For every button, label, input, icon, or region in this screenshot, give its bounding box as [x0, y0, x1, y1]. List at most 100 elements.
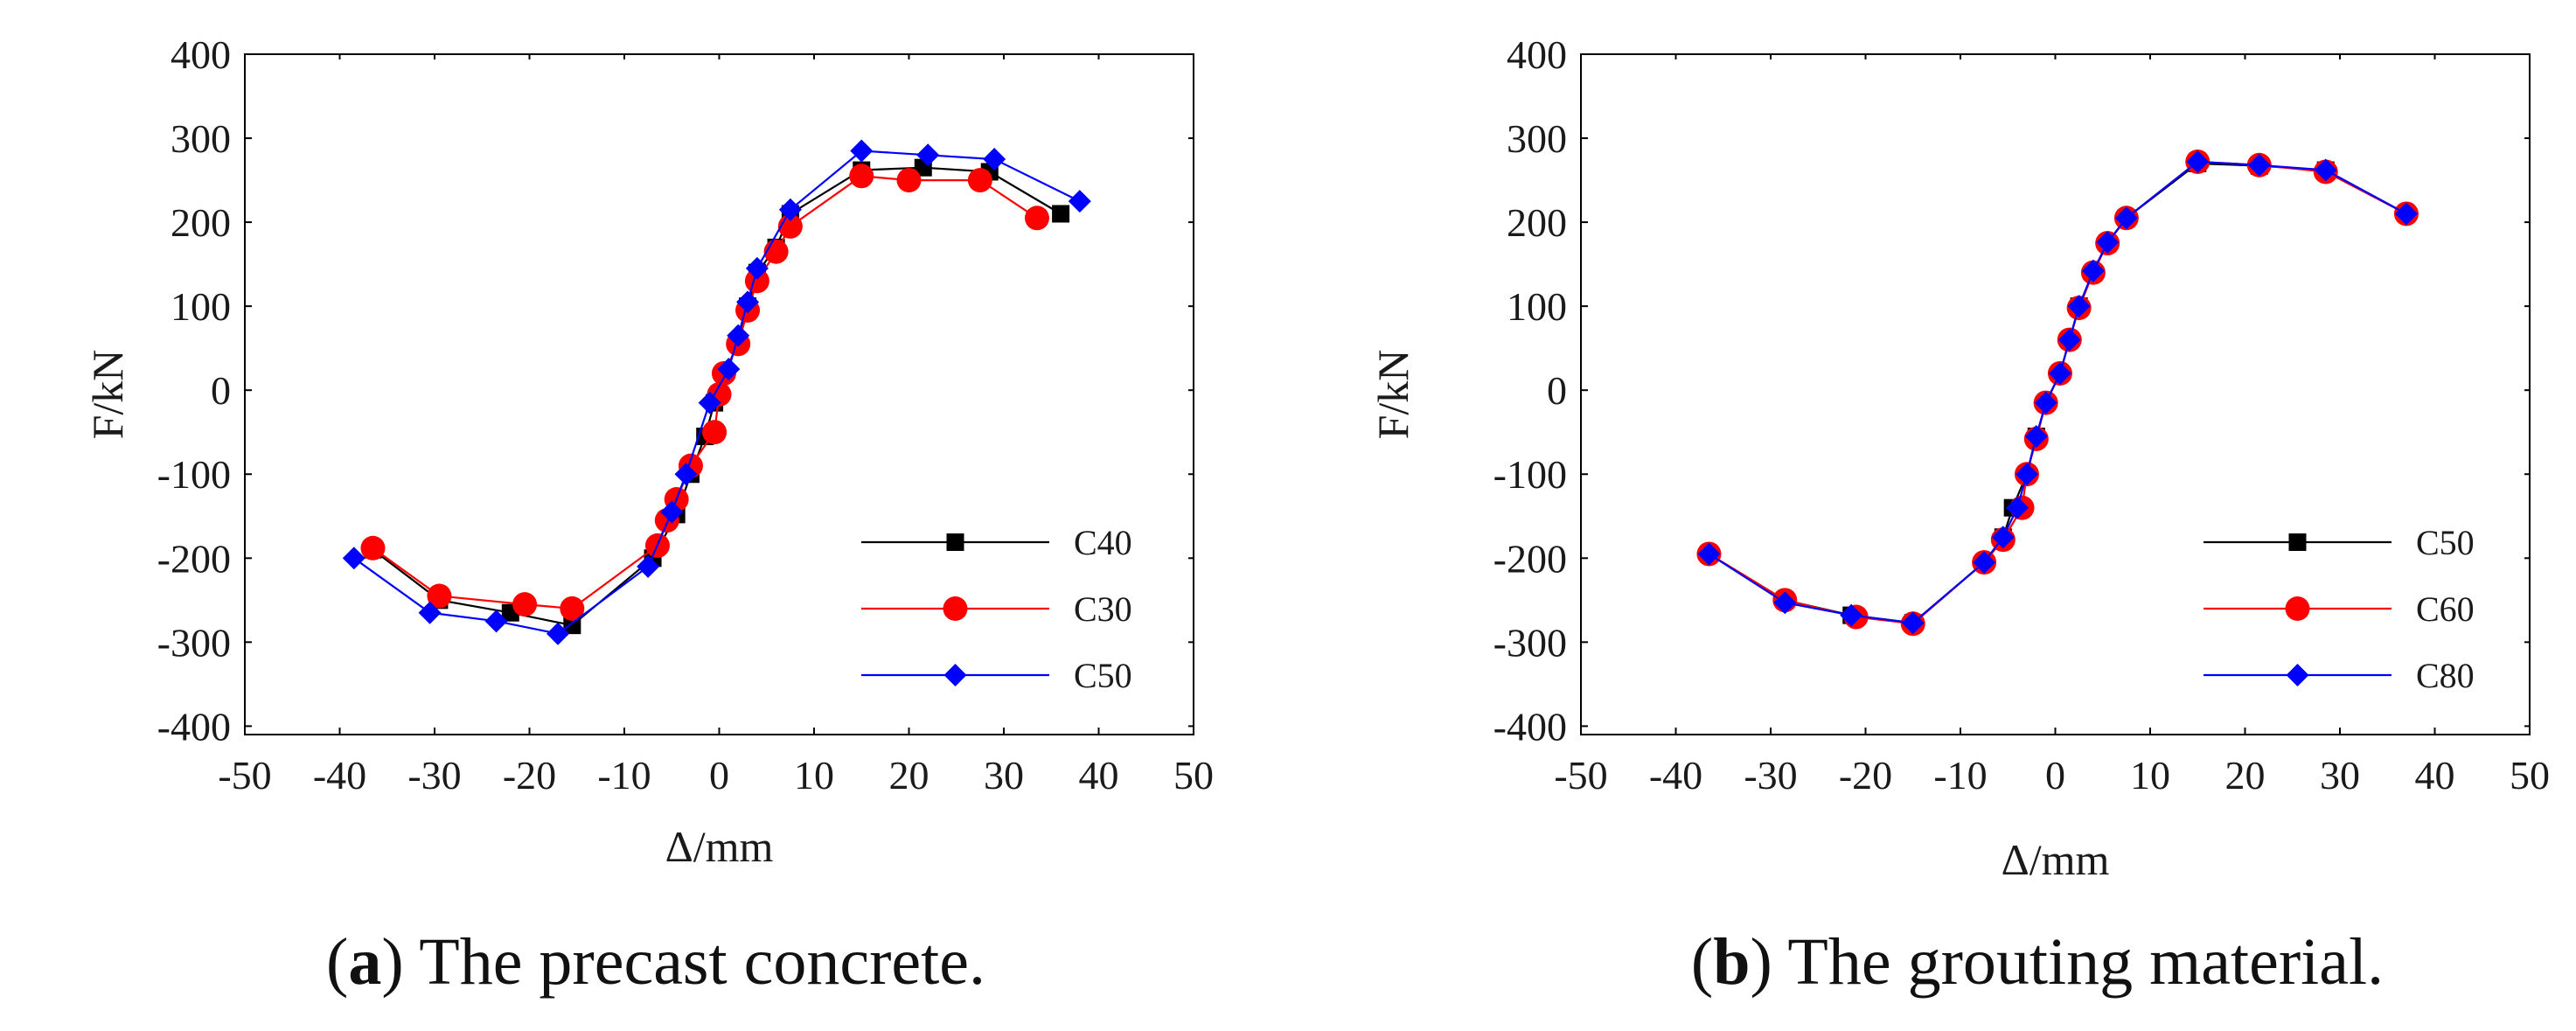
- legend-marker: [2288, 533, 2307, 551]
- data-point-c30: [896, 168, 922, 193]
- x-tick-label: 40: [1079, 753, 1119, 798]
- data-point-c80: [2081, 259, 2105, 282]
- data-point-c80: [2067, 295, 2091, 318]
- caption-text: The precast concrete.: [419, 925, 985, 999]
- data-point-c80: [2006, 496, 2029, 519]
- x-tick-label: 0: [709, 753, 729, 798]
- caption-letter: a: [348, 925, 381, 999]
- legend-marker: [946, 533, 964, 551]
- legend-entry-c80: C80: [2416, 656, 2475, 695]
- data-point-c50: [778, 198, 802, 221]
- data-point-c30: [1024, 206, 1049, 231]
- legend-marker: [2286, 664, 2309, 686]
- x-tick-label: 20: [2225, 753, 2266, 798]
- data-point-c80: [2394, 202, 2418, 226]
- legend-entry-c60: C60: [2416, 589, 2475, 629]
- x-tick-label: 50: [2510, 753, 2550, 798]
- data-point-c30: [702, 420, 728, 445]
- data-point-c40: [1052, 205, 1070, 223]
- data-point-c50: [674, 463, 698, 486]
- x-tick-label: 0: [2045, 753, 2065, 798]
- panel-caption: (a) The precast concrete.: [326, 925, 985, 999]
- legend-entry-c50: C50: [2416, 523, 2475, 562]
- x-tick-label: 30: [2320, 753, 2360, 798]
- x-tick-label: 50: [1173, 753, 1214, 798]
- panel-caption: (b) The grouting material.: [1691, 925, 2384, 999]
- data-point-c80: [2057, 328, 2081, 352]
- data-point-c80: [2314, 158, 2337, 182]
- caption-paren-close: ): [1750, 925, 1787, 999]
- data-point-c80: [2048, 361, 2071, 385]
- y-tick-label: -200: [157, 536, 231, 581]
- y-axis-title: F/kN: [1368, 350, 1417, 440]
- x-tick-label: 30: [984, 753, 1024, 798]
- data-point-c50: [418, 601, 442, 624]
- x-tick-label: -20: [1839, 753, 1892, 798]
- data-point-c50: [745, 256, 769, 280]
- x-tick-label: -50: [1554, 753, 1607, 798]
- series-line-c30: [372, 175, 1038, 610]
- data-point-c80: [2114, 206, 2138, 230]
- y-tick-label: -400: [157, 704, 231, 749]
- data-point-c80: [2015, 463, 2038, 486]
- series-line-c60: [1708, 160, 2407, 625]
- caption-paren-open: (: [1691, 925, 1713, 999]
- y-tick-label: -300: [157, 620, 231, 665]
- y-tick-label: 200: [1507, 200, 1567, 245]
- data-point-c80: [1697, 542, 1721, 566]
- data-point-c80: [2096, 231, 2120, 254]
- x-tick-label: -50: [218, 753, 271, 798]
- x-axis-title: Δ/mm: [2002, 835, 2110, 884]
- y-tick-label: -300: [1493, 620, 1567, 665]
- x-tick-label: -30: [1744, 753, 1797, 798]
- data-point-c30: [560, 596, 585, 621]
- data-point-c80: [2247, 153, 2271, 177]
- data-point-c80: [1840, 603, 1863, 627]
- legend-marker: [943, 596, 968, 621]
- data-point-c80: [2024, 425, 2048, 449]
- y-tick-label: 0: [1547, 368, 1567, 413]
- series-line-c80: [1708, 160, 2407, 624]
- x-axis-title: Δ/mm: [665, 822, 774, 871]
- data-point-c50: [342, 547, 366, 570]
- data-point-c30: [967, 168, 992, 193]
- y-tick-label: 300: [171, 116, 231, 161]
- caption-letter: b: [1713, 925, 1750, 999]
- data-point-c50: [983, 148, 1006, 171]
- x-tick-label: 20: [889, 753, 929, 798]
- x-tick-label: -40: [313, 753, 366, 798]
- data-point-c50: [916, 143, 940, 167]
- chart-panel-b: -50 -40 -30 -20 -10 0 10 20 30 40 504003002001000-…: [1368, 32, 2550, 999]
- caption-text: The grouting material.: [1787, 925, 2384, 999]
- caption-paren-close: ): [381, 925, 419, 999]
- series-line-c50: [1708, 162, 2407, 624]
- data-point-c50: [1068, 190, 1091, 213]
- data-point-c50: [850, 139, 874, 163]
- data-point-c80: [2034, 391, 2057, 414]
- data-point-c50: [736, 290, 760, 314]
- x-tick-label: 10: [794, 753, 834, 798]
- x-tick-label: 10: [2130, 753, 2170, 798]
- y-tick-label: -100: [157, 452, 231, 497]
- x-tick-label: 40: [2415, 753, 2455, 798]
- y-tick-label: 400: [1507, 32, 1567, 77]
- data-point-c50: [698, 391, 721, 414]
- y-tick-label: 100: [1507, 284, 1567, 329]
- data-point-c50: [727, 324, 750, 347]
- plot-frame: [1580, 53, 2531, 735]
- caption-paren-open: (: [326, 925, 348, 999]
- data-point-c80: [1991, 526, 2015, 549]
- data-point-c50: [484, 610, 508, 633]
- data-point-c50: [547, 622, 570, 645]
- legend-marker: [2285, 596, 2310, 621]
- legend-entry-c50: C50: [1074, 656, 1132, 695]
- legend-entry-c40: C40: [1074, 523, 1132, 562]
- data-point-c30: [849, 164, 874, 189]
- x-tick-label: -30: [407, 753, 461, 798]
- x-tick-label: -10: [597, 753, 651, 798]
- data-point-c50: [660, 500, 684, 524]
- data-point-c80: [1973, 551, 1996, 575]
- data-point-c80: [1901, 611, 1925, 635]
- x-tick-label: -20: [503, 753, 556, 798]
